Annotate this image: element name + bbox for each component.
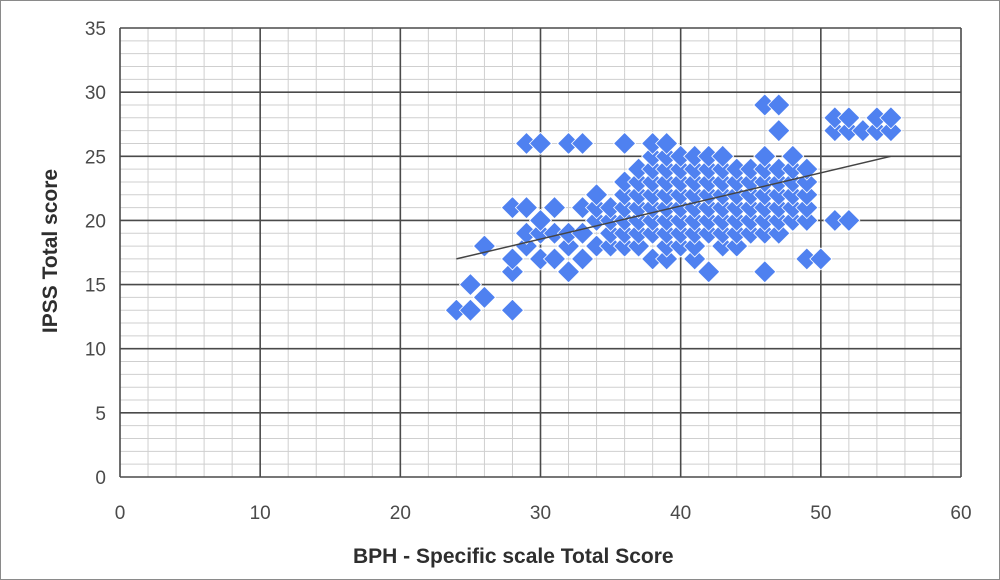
data-point [767,221,791,245]
data-point [795,208,819,232]
data-point [837,208,861,232]
y-tick-label: 15 [85,276,106,297]
data-point [556,234,581,258]
data-point [837,106,861,130]
data-point [795,183,819,207]
x-tick-label: 50 [810,503,831,524]
x-axis-title: BPH - Specific scale Total Score [353,545,674,568]
data-point [753,260,777,284]
data-point [627,234,651,258]
data-point [697,260,721,284]
data-point [500,260,525,284]
y-tick-label: 10 [85,340,106,361]
y-tick-label: 5 [95,404,106,425]
y-tick-label: 30 [85,83,106,104]
y-tick-label: 35 [85,19,106,40]
data-point [683,234,707,258]
trendline-layer [456,155,892,260]
data-point [753,144,777,168]
data-point [711,144,735,168]
data-point [514,196,539,220]
data-point [500,247,525,271]
data-point [655,131,679,156]
data-point [683,247,707,271]
data-point [472,285,496,309]
x-tick-label: 0 [115,503,126,524]
data-point [570,247,595,271]
data-point [767,119,791,143]
y-tick-label: 0 [95,468,106,489]
trendline [456,155,892,260]
data-point [879,119,903,143]
data-point [500,298,525,322]
y-tick-label: 20 [85,211,106,232]
x-tick-label: 30 [530,503,551,524]
data-point [767,93,791,117]
x-tick-label: 60 [950,503,971,524]
data-point [879,106,903,130]
data-point [542,247,567,271]
x-tick-label: 10 [250,503,271,524]
data-point [795,196,819,220]
data-point [613,131,637,156]
y-axis-title: IPSS Total score [39,168,62,334]
data-point [585,183,609,207]
data-point [809,247,833,271]
data-point [528,131,553,156]
data-point [781,144,805,168]
data-point [655,247,679,271]
data-point [458,273,482,297]
data-point [528,208,553,232]
tick-labels: 0 10 20 30 40 50 60 0 5 10 15 20 25 30 35 [85,19,972,524]
data-point [472,234,496,258]
x-tick-label: 20 [390,503,411,524]
y-tick-label: 25 [85,147,106,168]
x-tick-label: 40 [670,503,691,524]
data-point [570,131,595,156]
data-point [542,196,567,220]
grid [119,27,962,478]
data-point [556,260,581,284]
data-points [444,93,903,322]
data-point [725,234,749,258]
data-point [458,298,482,322]
